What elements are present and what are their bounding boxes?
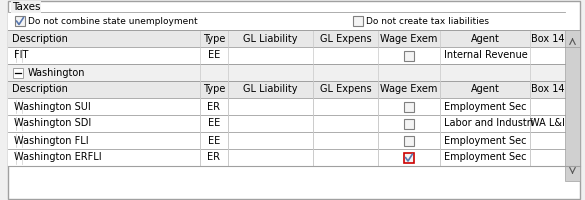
- Text: ER: ER: [208, 152, 221, 162]
- Text: Type: Type: [203, 84, 225, 95]
- Text: EE: EE: [208, 50, 220, 60]
- Bar: [8, 81, 565, 98]
- Bar: [8, 115, 565, 132]
- Bar: [8, 149, 565, 166]
- Text: Box 14: Box 14: [531, 84, 565, 95]
- Text: Description: Description: [12, 33, 68, 44]
- Text: GL Liability: GL Liability: [243, 33, 298, 44]
- Text: Description: Description: [12, 84, 68, 95]
- Text: Labor and Industri: Labor and Industri: [444, 118, 534, 129]
- Text: Internal Revenue: Internal Revenue: [444, 50, 528, 60]
- Bar: [8, 12, 565, 30]
- Bar: [15, 16, 25, 26]
- Bar: [404, 50, 414, 60]
- Bar: [8, 98, 565, 115]
- Bar: [8, 64, 565, 81]
- Bar: [565, 47, 580, 166]
- Text: Wage Exem: Wage Exem: [380, 84, 438, 95]
- Text: FIT: FIT: [14, 50, 29, 60]
- Bar: [404, 118, 414, 129]
- Text: Type: Type: [203, 33, 225, 44]
- Text: Do not create tax liabilities: Do not create tax liabilities: [366, 17, 489, 25]
- Bar: [404, 136, 414, 146]
- Text: Employment Sec: Employment Sec: [444, 152, 526, 162]
- Bar: [404, 152, 414, 162]
- Text: Do not combine state unemployment: Do not combine state unemployment: [28, 17, 198, 25]
- Text: Washington FLI: Washington FLI: [14, 136, 88, 146]
- Text: Washington SUI: Washington SUI: [14, 102, 91, 112]
- Text: Washington ERFLI: Washington ERFLI: [14, 152, 102, 162]
- Text: Wage Exem: Wage Exem: [380, 33, 438, 44]
- Bar: [8, 30, 565, 47]
- Text: Taxes: Taxes: [12, 2, 40, 12]
- Bar: [8, 132, 565, 149]
- Text: Box 14: Box 14: [531, 33, 565, 44]
- Text: Agent: Agent: [470, 33, 500, 44]
- Text: Employment Sec: Employment Sec: [444, 102, 526, 112]
- Text: /: /: [58, 34, 61, 43]
- Bar: [565, 30, 580, 47]
- Bar: [8, 47, 565, 64]
- Bar: [13, 68, 23, 77]
- Text: WA L&I: WA L&I: [530, 118, 565, 129]
- Text: Washington SDI: Washington SDI: [14, 118, 91, 129]
- Bar: [404, 102, 414, 112]
- Text: Employment Sec: Employment Sec: [444, 136, 526, 146]
- Text: EE: EE: [208, 118, 220, 129]
- Text: Washington: Washington: [28, 68, 85, 77]
- Text: GL Liability: GL Liability: [243, 84, 298, 95]
- Text: EE: EE: [208, 136, 220, 146]
- Text: GL Expens: GL Expens: [319, 33, 371, 44]
- Bar: [565, 166, 580, 181]
- Text: ER: ER: [208, 102, 221, 112]
- Text: GL Expens: GL Expens: [319, 84, 371, 95]
- Text: /: /: [58, 85, 61, 94]
- Bar: [353, 16, 363, 26]
- Text: Agent: Agent: [470, 84, 500, 95]
